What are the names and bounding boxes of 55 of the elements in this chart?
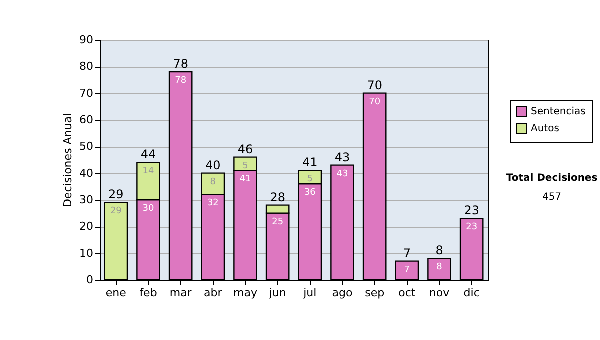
total-label: 44 — [140, 148, 156, 162]
y-tick-label: 30 — [80, 194, 94, 206]
data-label: 32 — [207, 198, 219, 209]
total-label: 46 — [238, 142, 254, 156]
y-tick-label: 10 — [80, 246, 94, 260]
y-tick-label: 70 — [80, 86, 94, 100]
data-label: 29 — [110, 206, 122, 217]
x-tick-label: abr — [204, 286, 223, 300]
x-tick-label: dic — [464, 286, 480, 300]
y-axis-title: Decisiones Anual — [62, 113, 75, 208]
y-tick-label: 20 — [80, 220, 94, 234]
x-tick-label: sep — [365, 286, 385, 300]
data-label: 7 — [404, 265, 410, 276]
x-tick-label: jun — [268, 286, 286, 300]
data-label: 5 — [307, 174, 314, 185]
data-label: 5 — [242, 161, 248, 172]
x-tick-label: ago — [332, 286, 353, 300]
y-tick-label: 0 — [86, 274, 94, 286]
x-tick-label: feb — [140, 286, 158, 300]
y-tick-label: 40 — [80, 166, 94, 180]
data-label: 41 — [240, 174, 252, 185]
total-label: 70 — [367, 78, 382, 92]
y-tick-label: 50 — [80, 140, 94, 154]
data-label: 78 — [175, 76, 187, 86]
text: 457 — [542, 192, 562, 203]
data-label: 8 — [210, 177, 216, 188]
legend-label: Autos — [531, 124, 560, 134]
total-label: 28 — [270, 190, 286, 204]
text: Total Decisiones — [506, 173, 598, 184]
total-label: 8 — [436, 244, 444, 258]
data-label: 25 — [272, 217, 284, 228]
y-tick-label: 90 — [80, 34, 94, 46]
data-label: 8 — [436, 262, 443, 273]
total-label: 41 — [302, 156, 318, 170]
x-tick-label: jul — [302, 286, 317, 300]
x-tick-label: nov — [429, 286, 450, 300]
data-label: 30 — [142, 204, 154, 214]
x-tick-label: may — [234, 286, 258, 300]
y-tick-label: 60 — [80, 114, 94, 126]
total-label: 29 — [108, 188, 124, 202]
data-label: 43 — [336, 169, 348, 180]
data-label: 70 — [369, 97, 381, 108]
total-label: 78 — [173, 57, 188, 71]
total-label: 43 — [334, 150, 350, 164]
x-tick-label: ene — [106, 286, 127, 300]
total-label: 40 — [206, 158, 221, 172]
x-tick-label: oct — [398, 286, 416, 300]
data-label: 36 — [304, 188, 316, 198]
data-label: 14 — [142, 166, 154, 177]
total-label: 7 — [403, 246, 411, 260]
legend-label: Sentencias — [531, 106, 586, 118]
total-label: 23 — [464, 204, 480, 218]
data-label: 23 — [466, 222, 478, 233]
y-tick-label: 80 — [80, 60, 94, 74]
x-tick-label: mar — [170, 286, 192, 300]
